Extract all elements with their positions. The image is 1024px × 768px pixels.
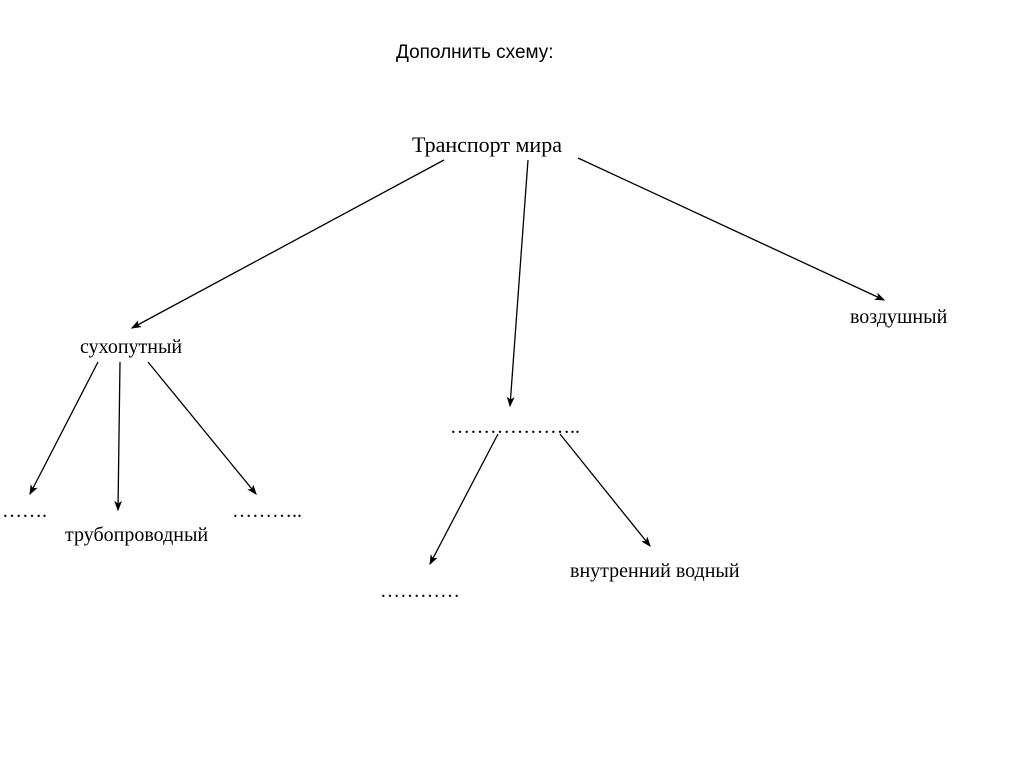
node-land: сухопутный: [80, 336, 182, 359]
edge-land-land1: [30, 362, 98, 494]
edge-root-land: [132, 160, 444, 328]
edge-root-water: [510, 160, 528, 406]
edge-water-water1: [430, 434, 498, 564]
edge-root-air: [578, 158, 884, 300]
diagram-title: Дополнить схему:: [396, 42, 554, 64]
edge-land-land2: [118, 362, 120, 510]
node-water: ………………..: [450, 416, 580, 439]
arrows-layer: [0, 0, 1024, 768]
node-land3: ………..: [232, 500, 302, 523]
node-water2: внутренний водный: [570, 560, 740, 583]
node-air: воздушный: [850, 306, 947, 329]
node-root: Транспорт мира: [412, 132, 562, 158]
edge-water-water2: [560, 434, 650, 546]
node-water1: …………: [380, 580, 460, 603]
edge-land-land3: [148, 362, 256, 494]
node-land2: трубопроводный: [65, 524, 208, 547]
node-land1: …….: [2, 500, 47, 523]
